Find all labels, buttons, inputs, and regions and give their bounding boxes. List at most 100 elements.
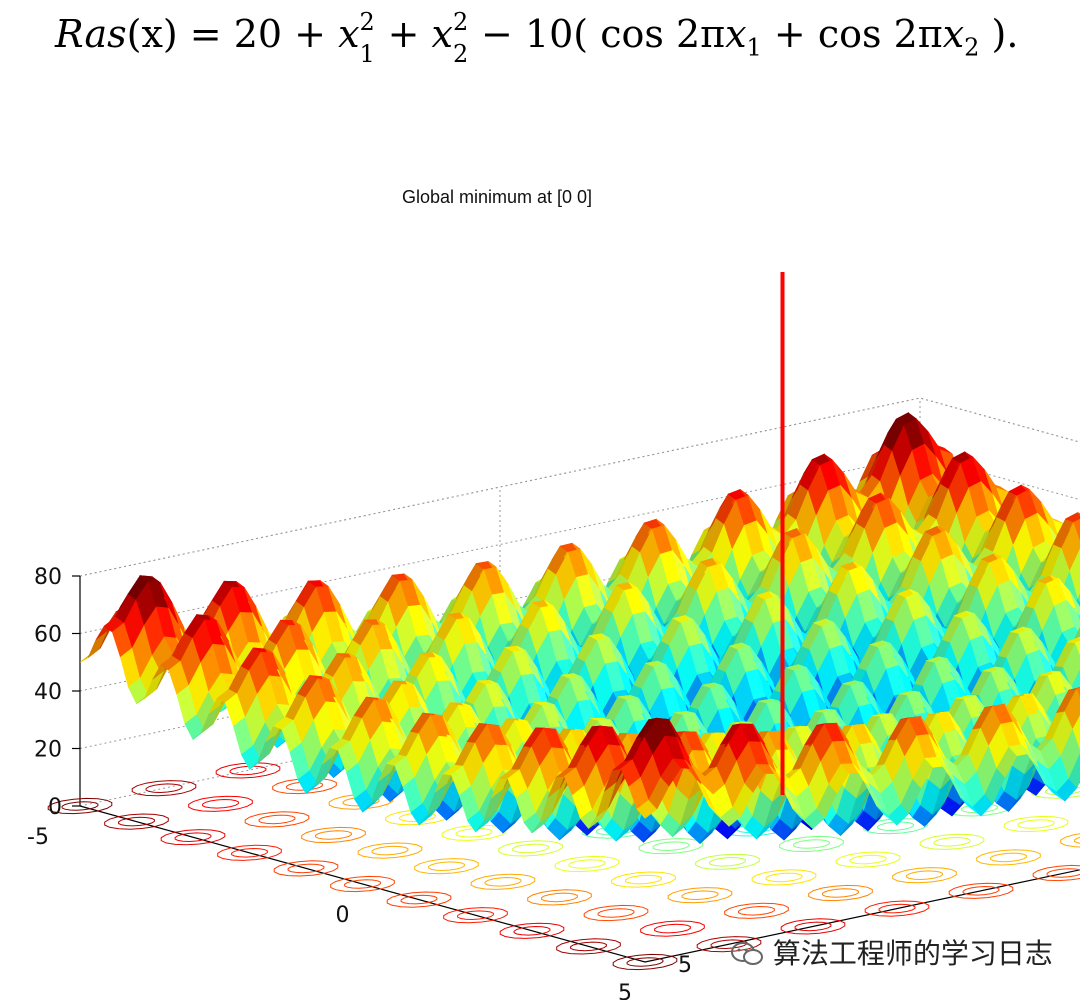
contour-ring xyxy=(906,870,943,881)
contour-ring xyxy=(344,879,381,889)
contour-ring xyxy=(513,925,551,936)
grid-line xyxy=(79,454,1080,634)
contour-ring xyxy=(652,841,690,852)
contour-ring xyxy=(612,953,678,971)
contour-ring xyxy=(400,894,438,905)
contour-ring xyxy=(1046,868,1080,878)
contour-ring xyxy=(583,904,649,922)
contour-ring xyxy=(933,836,971,847)
contour-ring xyxy=(287,863,325,874)
formula-arg: (x) = 20 + xyxy=(126,12,339,56)
contour-ring xyxy=(229,765,267,776)
contour-ring xyxy=(681,890,719,901)
contour-ring xyxy=(498,840,563,857)
contour-ring xyxy=(457,910,494,921)
contour-ring xyxy=(849,854,887,865)
contour-ring xyxy=(892,867,957,884)
contour-ring xyxy=(780,918,846,935)
contour-ring xyxy=(990,852,1027,863)
contour-ring xyxy=(696,936,762,953)
formula-lhs: Ras xyxy=(55,12,127,56)
contour-ring xyxy=(272,777,337,795)
grid-line xyxy=(79,397,1080,577)
contour-ring xyxy=(556,938,621,955)
contour-ring xyxy=(976,849,1041,866)
contour-ring xyxy=(499,922,565,939)
surface-mesh xyxy=(79,412,1080,844)
contour-ring xyxy=(948,882,1014,899)
contour-ring xyxy=(1032,864,1080,882)
contour-ring xyxy=(794,921,832,932)
contour-ring xyxy=(835,851,901,868)
contour-ring xyxy=(145,783,183,794)
contour-ring xyxy=(386,891,452,908)
contour-ring xyxy=(597,908,635,918)
contour-ring xyxy=(231,847,268,858)
contour-ring xyxy=(258,814,296,825)
contour-ring xyxy=(470,873,536,890)
contour-ring xyxy=(443,907,508,924)
contour-ring xyxy=(724,902,789,919)
contour-ring xyxy=(962,885,1000,896)
contour-ring xyxy=(779,835,844,853)
contour-ring xyxy=(1060,833,1080,848)
contour-ring xyxy=(174,832,212,843)
contour-ring xyxy=(131,780,197,797)
contour-ring xyxy=(695,853,760,870)
contour-ring xyxy=(61,801,99,811)
contour-ring xyxy=(611,871,676,888)
contour-ring xyxy=(1031,782,1080,799)
contour-ring xyxy=(455,827,493,838)
contour-ring xyxy=(428,861,465,872)
contour-ring xyxy=(877,821,914,832)
contour-ring xyxy=(570,941,607,952)
contour-ring xyxy=(484,876,522,887)
contour-ring xyxy=(1074,836,1080,844)
contour-ring xyxy=(301,826,366,844)
contour-ring xyxy=(512,843,549,854)
surface-patch xyxy=(87,629,109,658)
contour-ring xyxy=(286,781,323,791)
contour-ring xyxy=(654,923,691,934)
contour-ring xyxy=(47,797,113,815)
contour-ring xyxy=(414,858,479,875)
contour-ring xyxy=(765,872,803,883)
contour-ring xyxy=(371,845,409,856)
contour-ring xyxy=(188,795,253,812)
contour-ring xyxy=(527,889,592,906)
contour-ring xyxy=(554,855,620,873)
contour-ring xyxy=(751,869,817,886)
contour-ring xyxy=(919,833,985,850)
contour-ring xyxy=(1003,815,1069,833)
chart-title: Global minimum at [0 0] xyxy=(402,187,592,207)
contour-ring xyxy=(244,811,310,828)
contour-ring xyxy=(342,796,380,807)
contour-ring xyxy=(808,884,873,902)
contour-ring xyxy=(822,888,859,898)
contour-ring xyxy=(215,762,281,779)
contour-ring xyxy=(738,905,775,916)
contour-ring xyxy=(568,859,606,869)
contour-ring xyxy=(217,844,282,861)
contour-ring xyxy=(640,920,705,937)
contour-ring xyxy=(202,798,239,809)
contour-ring xyxy=(638,838,704,855)
contour-ring xyxy=(878,903,916,914)
contour-ring xyxy=(709,856,746,867)
contour-ring xyxy=(273,860,339,877)
contour-ring xyxy=(357,842,423,859)
contour-ring xyxy=(399,812,436,823)
contour-ring xyxy=(541,892,578,903)
contour-ring xyxy=(626,957,664,967)
contour-ring xyxy=(1017,819,1055,829)
contour-ring xyxy=(315,830,352,840)
contour-ring xyxy=(667,887,733,904)
contour-ring xyxy=(104,813,169,830)
contour-ring xyxy=(864,900,930,917)
contour-ring xyxy=(118,816,155,827)
contour-ring xyxy=(625,874,662,885)
contour-ring xyxy=(793,839,830,849)
contour-ring xyxy=(160,829,226,846)
